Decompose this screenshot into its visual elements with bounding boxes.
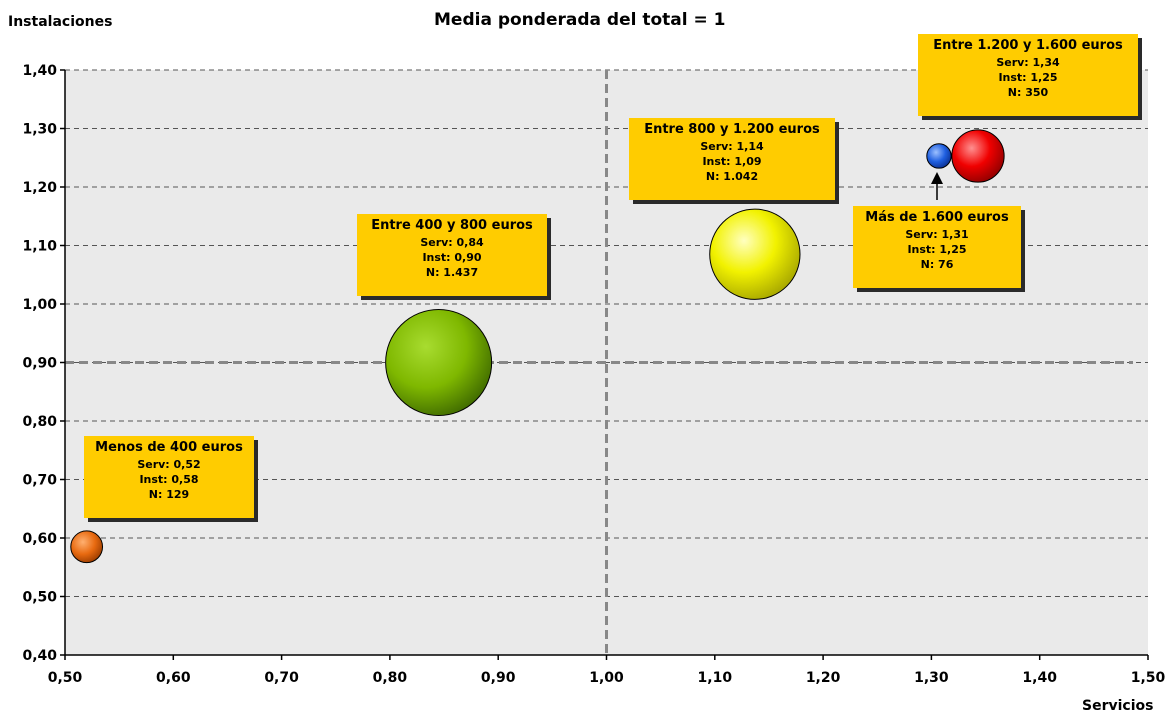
y-tick-label: 0,60 [22, 531, 57, 547]
x-tick-label: 1,20 [806, 670, 841, 686]
label-mas-1600: Más de 1.600 euros Serv: 1,31 Inst: 1,25… [853, 206, 1021, 288]
y-tick-label: 0,50 [22, 590, 57, 606]
y-tick-label: 1,20 [22, 180, 57, 196]
y-tick-label: 0,90 [22, 356, 57, 372]
label-800-1200: Entre 800 y 1.200 euros Serv: 1,14 Inst:… [629, 118, 835, 200]
y-tick-label: 1,30 [22, 122, 57, 138]
x-tick-label: 0,50 [48, 670, 83, 686]
y-tick-label: 1,40 [22, 63, 57, 79]
bubble-point [70, 530, 104, 564]
x-tick-label: 1,30 [914, 670, 949, 686]
y-tick-label: 1,10 [22, 239, 57, 255]
bubble-point [385, 309, 493, 416]
x-tick-label: 1,10 [698, 670, 733, 686]
chart-title: Media ponderada del total = 1 [434, 10, 726, 30]
x-tick-label: 1,40 [1022, 670, 1057, 686]
x-tick-label: 0,90 [481, 670, 516, 686]
label-menos-400: Menos de 400 euros Serv: 0,52 Inst: 0,58… [84, 436, 254, 518]
label-1200-1600: Entre 1.200 y 1.600 euros Serv: 1,34 Ins… [918, 34, 1138, 116]
label-400-800: Entre 400 y 800 euros Serv: 0,84 Inst: 0… [357, 214, 547, 296]
x-tick-label: 0,60 [156, 670, 191, 686]
y-axis-title: Instalaciones [8, 14, 113, 30]
y-tick-label: 0,40 [22, 648, 57, 664]
y-tick-label: 0,70 [22, 473, 57, 489]
y-tick-label: 0,80 [22, 414, 57, 430]
x-tick-label: 0,80 [373, 670, 408, 686]
x-tick-label: 0,70 [264, 670, 299, 686]
y-tick-label: 1,00 [22, 297, 57, 313]
bubble-point [951, 129, 1005, 183]
bubble-point [709, 208, 801, 300]
x-tick-label: 1,50 [1131, 670, 1166, 686]
bubble-point [926, 143, 952, 169]
x-axis-title: Servicios [1082, 698, 1154, 714]
x-tick-label: 1,00 [589, 670, 624, 686]
